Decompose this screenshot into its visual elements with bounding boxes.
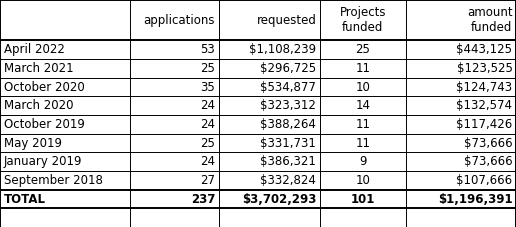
- Text: 101: 101: [350, 192, 375, 205]
- Text: $73,666: $73,666: [464, 155, 512, 168]
- Bar: [219, 96, 320, 115]
- Text: 10: 10: [356, 81, 370, 94]
- Bar: [219, 152, 320, 171]
- Bar: [130, 78, 219, 96]
- Text: 25: 25: [200, 62, 215, 75]
- Bar: [0, 0, 130, 40]
- Text: January 2019: January 2019: [4, 155, 82, 168]
- Text: $388,264: $388,264: [261, 118, 316, 131]
- Text: $296,725: $296,725: [260, 62, 316, 75]
- Text: 9: 9: [359, 155, 366, 168]
- Bar: [406, 152, 516, 171]
- Bar: [130, 96, 219, 115]
- Text: $73,666: $73,666: [464, 136, 512, 150]
- Text: $124,743: $124,743: [456, 81, 512, 94]
- Bar: [130, 152, 219, 171]
- Bar: [406, 0, 516, 40]
- Bar: [0, 190, 130, 208]
- Bar: [320, 152, 406, 171]
- Text: October 2020: October 2020: [4, 81, 84, 94]
- Text: 25: 25: [356, 43, 370, 56]
- Text: 35: 35: [200, 81, 215, 94]
- Text: October 2019: October 2019: [4, 118, 85, 131]
- Text: 11: 11: [355, 62, 370, 75]
- Text: 25: 25: [200, 136, 215, 150]
- Text: March 2021: March 2021: [4, 62, 73, 75]
- Bar: [406, 171, 516, 190]
- Bar: [0, 40, 130, 59]
- Bar: [320, 78, 406, 96]
- Text: 237: 237: [191, 192, 215, 205]
- Bar: [219, 59, 320, 78]
- Text: $107,666: $107,666: [456, 174, 512, 187]
- Bar: [219, 190, 320, 208]
- Bar: [406, 78, 516, 96]
- Bar: [0, 171, 130, 190]
- Text: applications: applications: [143, 14, 215, 27]
- Bar: [406, 115, 516, 134]
- Text: $123,525: $123,525: [457, 62, 512, 75]
- Bar: [0, 78, 130, 96]
- Bar: [406, 59, 516, 78]
- Bar: [320, 190, 406, 208]
- Text: $1,108,239: $1,108,239: [249, 43, 316, 56]
- Text: March 2020: March 2020: [4, 99, 73, 112]
- Bar: [320, 134, 406, 152]
- Bar: [320, 96, 406, 115]
- Bar: [219, 78, 320, 96]
- Text: April 2022: April 2022: [4, 43, 64, 56]
- Text: $323,312: $323,312: [261, 99, 316, 112]
- Bar: [320, 59, 406, 78]
- Bar: [130, 190, 219, 208]
- Bar: [0, 134, 130, 152]
- Bar: [320, 115, 406, 134]
- Bar: [219, 134, 320, 152]
- Text: 24: 24: [200, 118, 215, 131]
- Text: amount
funded: amount funded: [467, 6, 512, 34]
- Text: 24: 24: [200, 99, 215, 112]
- Text: 14: 14: [355, 99, 370, 112]
- Bar: [130, 115, 219, 134]
- Text: 11: 11: [355, 136, 370, 150]
- Bar: [0, 115, 130, 134]
- Text: 27: 27: [200, 174, 215, 187]
- Bar: [0, 152, 130, 171]
- Bar: [130, 134, 219, 152]
- Bar: [130, 171, 219, 190]
- Bar: [219, 171, 320, 190]
- Bar: [219, 40, 320, 59]
- Text: $117,426: $117,426: [456, 118, 512, 131]
- Text: Projects
funded: Projects funded: [340, 6, 386, 34]
- Text: May 2019: May 2019: [4, 136, 61, 150]
- Text: $332,824: $332,824: [261, 174, 316, 187]
- Text: $132,574: $132,574: [456, 99, 512, 112]
- Bar: [320, 0, 406, 40]
- Text: $3,702,293: $3,702,293: [242, 192, 316, 205]
- Text: TOTAL: TOTAL: [4, 192, 45, 205]
- Text: $534,877: $534,877: [261, 81, 316, 94]
- Bar: [406, 134, 516, 152]
- Text: 53: 53: [200, 43, 215, 56]
- Text: $331,731: $331,731: [261, 136, 316, 150]
- Bar: [0, 59, 130, 78]
- Text: requested: requested: [256, 14, 316, 27]
- Text: 10: 10: [356, 174, 370, 187]
- Bar: [219, 0, 320, 40]
- Bar: [406, 40, 516, 59]
- Text: September 2018: September 2018: [4, 174, 103, 187]
- Text: 11: 11: [355, 118, 370, 131]
- Bar: [130, 40, 219, 59]
- Bar: [406, 190, 516, 208]
- Bar: [130, 0, 219, 40]
- Text: $386,321: $386,321: [261, 155, 316, 168]
- Bar: [406, 96, 516, 115]
- Bar: [320, 40, 406, 59]
- Text: $443,125: $443,125: [456, 43, 512, 56]
- Text: $1,196,391: $1,196,391: [438, 192, 512, 205]
- Text: 24: 24: [200, 155, 215, 168]
- Bar: [219, 115, 320, 134]
- Bar: [320, 171, 406, 190]
- Bar: [0, 96, 130, 115]
- Bar: [130, 59, 219, 78]
